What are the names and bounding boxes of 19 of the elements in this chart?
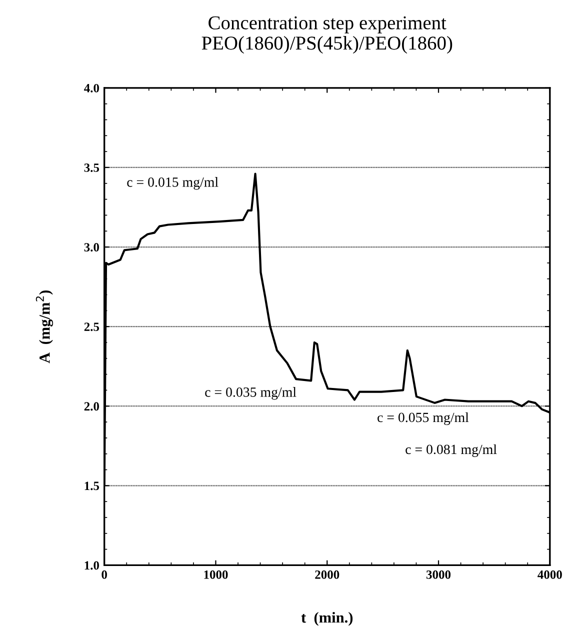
x-tick-label: 1000 <box>204 570 228 579</box>
y-tick-label: 1.5 <box>84 482 100 490</box>
annotation: c = 0.015 mg/ml <box>127 177 218 190</box>
annotation: c = 0.035 mg/ml <box>205 387 296 400</box>
y-tick-label: 3.5 <box>84 164 100 172</box>
y-tick-label: 3.0 <box>84 243 99 252</box>
x-tick-label: 2000 <box>315 570 340 579</box>
y-axis-title: A (mg/m$^{2}$) <box>36 290 54 364</box>
chart-title: Concentration step experiment PEO(1860)/PS(45k)/PEO(1860) <box>202 16 452 54</box>
y-tick-label: 4.0 <box>84 84 99 92</box>
y-tick-label: 1.0 <box>84 561 99 570</box>
annotation: c = 0.081 mg/ml <box>406 444 497 457</box>
y-tick-label: 2.5 <box>84 322 100 332</box>
x-axis-title: t (min.) <box>301 612 353 626</box>
x-tick-label: 3000 <box>426 570 451 579</box>
x-tick-label: 4000 <box>538 570 562 579</box>
annotation: c = 0.055 mg/ml <box>378 412 469 425</box>
y-tick-label: 2.0 <box>84 402 99 411</box>
x-tick-label: 0 <box>102 570 107 579</box>
